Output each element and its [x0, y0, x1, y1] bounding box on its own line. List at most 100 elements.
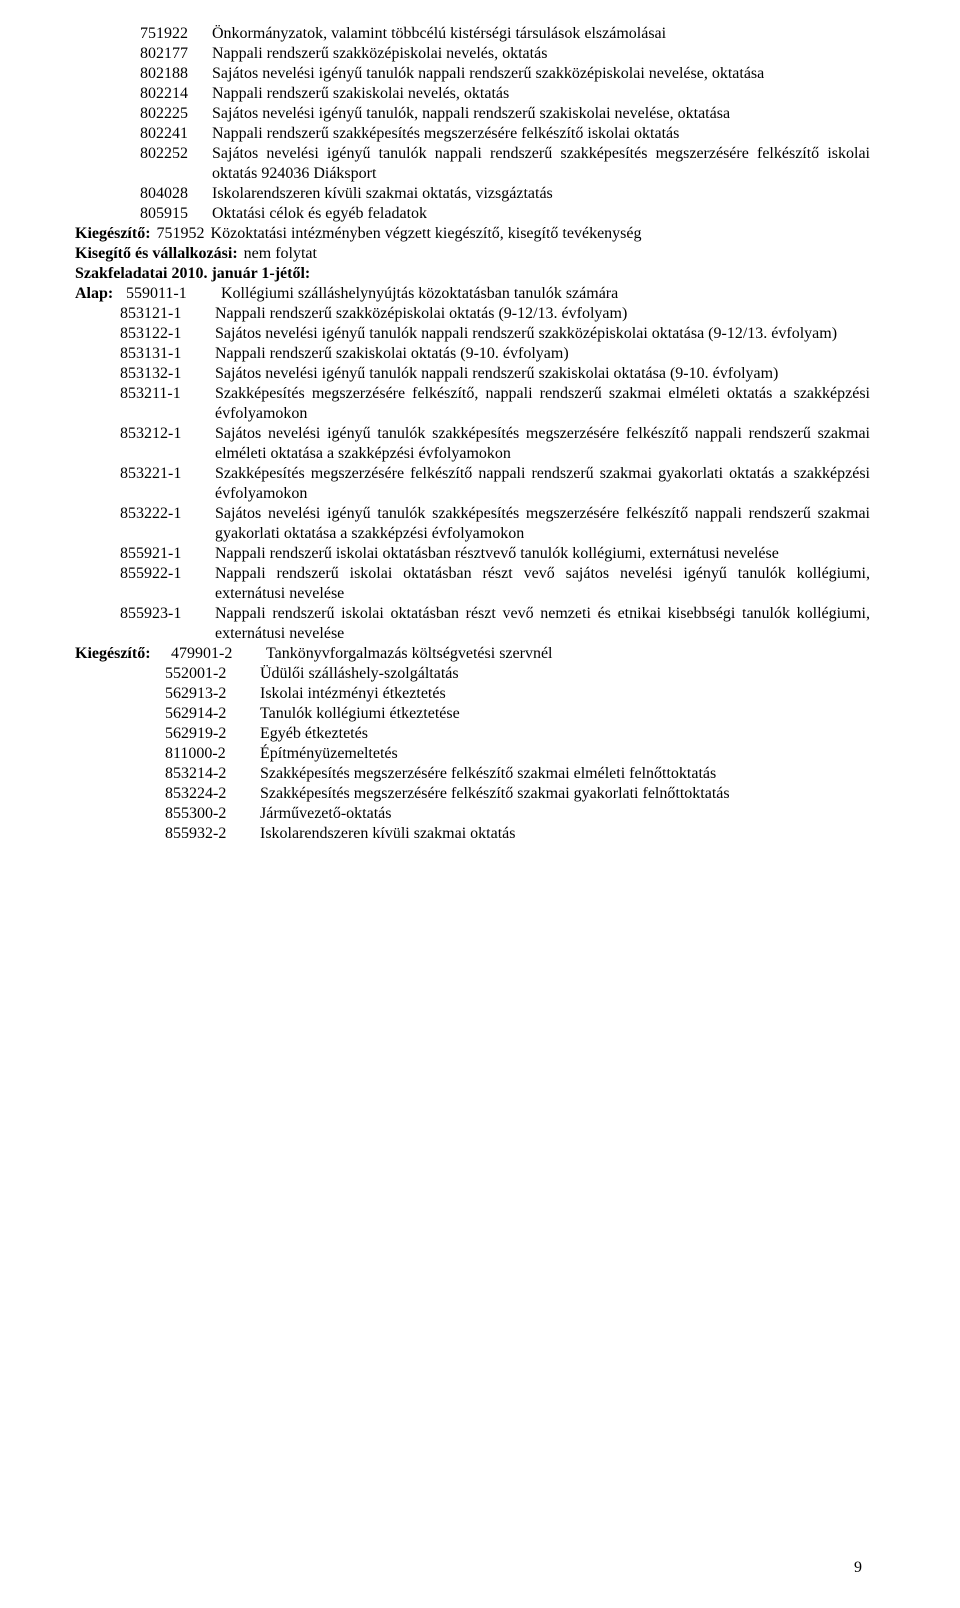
alap-first-line: Alap: 559011-1 Kollégiumi szálláshelynyú… — [75, 284, 870, 304]
list-item: 802214Nappali rendszerű szakiskolai neve… — [75, 84, 870, 104]
list-item: 562914-2Tanulók kollégiumi étkeztetése — [75, 704, 870, 724]
list-item: 804028Iskolarendszeren kívüli szakmai ok… — [75, 184, 870, 204]
list-item: 853131-1Nappali rendszerű szakiskolai ok… — [75, 344, 870, 364]
item-code: 853224-2 — [165, 784, 260, 804]
kiegeszito1-label: Kiegészítő: — [75, 224, 157, 244]
item-text: Nappali rendszerű iskolai oktatásban rés… — [215, 564, 870, 604]
list-item: 552001-2Üdülői szálláshely-szolgáltatás — [75, 664, 870, 684]
item-code: 751922 — [140, 24, 212, 44]
kieg2-list: 552001-2Üdülői szálláshely-szolgáltatás5… — [75, 664, 870, 844]
item-text: Önkormányzatok, valamint többcélú kistér… — [212, 24, 870, 44]
page-number: 9 — [854, 1558, 862, 1578]
list-item: 853122-1Sajátos nevelési igényű tanulók … — [75, 324, 870, 344]
item-text: Oktatási célok és egyéb feladatok — [212, 204, 870, 224]
kisegito-label: Kisegítő és vállalkozási: — [75, 244, 244, 264]
item-text: Sajátos nevelési igényű tanulók szakképe… — [215, 504, 870, 544]
item-text: Iskolarendszeren kívüli szakmai oktatás,… — [212, 184, 870, 204]
kiegeszito1-code: 751952 — [157, 224, 211, 244]
item-code: 853122-1 — [120, 324, 215, 344]
item-code: 562914-2 — [165, 704, 260, 724]
item-code: 853132-1 — [120, 364, 215, 384]
item-code: 562913-2 — [165, 684, 260, 704]
list-item: 853211-1Szakképesítés megszerzésére felk… — [75, 384, 870, 424]
item-code: 552001-2 — [165, 664, 260, 684]
kieg2-first-text: Tankönyvforgalmazás költségvetési szervn… — [266, 644, 870, 664]
item-text: Sajátos nevelési igényű tanulók, nappali… — [212, 104, 870, 124]
kiegeszito1-line: Kiegészítő: 751952 Közoktatási intézmény… — [75, 224, 870, 244]
block1-list: 751922Önkormányzatok, valamint többcélú … — [75, 24, 870, 224]
alap-first-code: 559011-1 — [126, 284, 221, 304]
item-text: Nappali rendszerű iskolai oktatásban rés… — [215, 544, 870, 564]
list-item: 562919-2Egyéb étkeztetés — [75, 724, 870, 744]
item-code: 804028 — [140, 184, 212, 204]
item-code: 802214 — [140, 84, 212, 104]
item-text: Iskolarendszeren kívüli szakmai oktatás — [260, 824, 870, 844]
szakfeladatai-line: Szakfeladatai 2010. január 1-jétől: — [75, 264, 870, 284]
item-code: 802241 — [140, 124, 212, 144]
item-text: Sajátos nevelési igényű tanulók nappali … — [212, 144, 870, 184]
kieg2-first-line: Kiegészítő: 479901-2 Tankönyvforgalmazás… — [75, 644, 870, 664]
list-item: 751922Önkormányzatok, valamint többcélú … — [75, 24, 870, 44]
item-text: Üdülői szálláshely-szolgáltatás — [260, 664, 870, 684]
item-code: 802252 — [140, 144, 212, 164]
item-code: 853131-1 — [120, 344, 215, 364]
list-item: 802225Sajátos nevelési igényű tanulók, n… — [75, 104, 870, 124]
item-text: Nappali rendszerű szakközépiskolai oktat… — [215, 304, 870, 324]
item-text: Nappali rendszerű szakiskolai oktatás (9… — [215, 344, 870, 364]
item-code: 853211-1 — [120, 384, 215, 404]
list-item: 802241Nappali rendszerű szakképesítés me… — [75, 124, 870, 144]
item-text: Sajátos nevelési igényű tanulók nappali … — [215, 324, 870, 344]
item-text: Nappali rendszerű iskolai oktatásban rés… — [215, 604, 870, 644]
item-code: 562919-2 — [165, 724, 260, 744]
list-item: 853121-1Nappali rendszerű szakközépiskol… — [75, 304, 870, 324]
item-code: 802188 — [140, 64, 212, 84]
list-item: 855923-1Nappali rendszerű iskolai oktatá… — [75, 604, 870, 644]
list-item: 853224-2Szakképesítés megszerzésére felk… — [75, 784, 870, 804]
page-container: 751922Önkormányzatok, valamint többcélú … — [0, 0, 960, 1608]
item-code: 853121-1 — [120, 304, 215, 324]
item-text: Sajátos nevelési igényű tanulók nappali … — [212, 64, 870, 84]
list-item: 811000-2Építményüzemeltetés — [75, 744, 870, 764]
list-item: 855921-1Nappali rendszerű iskolai oktatá… — [75, 544, 870, 564]
item-code: 855921-1 — [120, 544, 215, 564]
list-item: 853222-1Sajátos nevelési igényű tanulók … — [75, 504, 870, 544]
item-text: Szakképesítés megszerzésére felkészítő s… — [260, 764, 870, 784]
item-text: Nappali rendszerű szakiskolai nevelés, o… — [212, 84, 870, 104]
kisegito-text: nem folytat — [244, 244, 317, 264]
item-code: 853221-1 — [120, 464, 215, 484]
list-item: 802188Sajátos nevelési igényű tanulók na… — [75, 64, 870, 84]
item-text: Tanulók kollégiumi étkeztetése — [260, 704, 870, 724]
item-text: Iskolai intézményi étkeztetés — [260, 684, 870, 704]
item-code: 802225 — [140, 104, 212, 124]
item-text: Sajátos nevelési igényű tanulók szakképe… — [215, 424, 870, 464]
item-text: Nappali rendszerű szakközépiskolai nevel… — [212, 44, 870, 64]
item-code: 811000-2 — [165, 744, 260, 764]
list-item: 853214-2Szakképesítés megszerzésére felk… — [75, 764, 870, 784]
szakfeladatai-heading: Szakfeladatai 2010. január 1-jétől: — [75, 264, 310, 284]
list-item: 853132-1Sajátos nevelési igényű tanulók … — [75, 364, 870, 384]
list-item: 805915Oktatási célok és egyéb feladatok — [75, 204, 870, 224]
item-text: Járművezető-oktatás — [260, 804, 870, 824]
item-text: Szakképesítés megszerzésére felkészítő n… — [215, 464, 870, 504]
item-text: Nappali rendszerű szakképesítés megszerz… — [212, 124, 870, 144]
item-code: 855300-2 — [165, 804, 260, 824]
item-text: Szakképesítés megszerzésére felkészítő s… — [260, 784, 870, 804]
item-code: 855922-1 — [120, 564, 215, 584]
list-item: 802177Nappali rendszerű szakközépiskolai… — [75, 44, 870, 64]
list-item: 853212-1Sajátos nevelési igényű tanulók … — [75, 424, 870, 464]
list-item: 855932-2Iskolarendszeren kívüli szakmai … — [75, 824, 870, 844]
alap-first-text: Kollégiumi szálláshelynyújtás közoktatás… — [221, 284, 870, 304]
item-code: 855923-1 — [120, 604, 215, 624]
kiegeszito1-text: Közoktatási intézményben végzett kiegész… — [211, 224, 642, 244]
item-text: Építményüzemeltetés — [260, 744, 870, 764]
item-code: 805915 — [140, 204, 212, 224]
list-item: 562913-2Iskolai intézményi étkeztetés — [75, 684, 870, 704]
item-text: Sajátos nevelési igényű tanulók nappali … — [215, 364, 870, 384]
item-code: 853212-1 — [120, 424, 215, 444]
list-item: 802252Sajátos nevelési igényű tanulók na… — [75, 144, 870, 184]
item-code: 853222-1 — [120, 504, 215, 524]
alap-list: 853121-1Nappali rendszerű szakközépiskol… — [75, 304, 870, 644]
kisegito-line: Kisegítő és vállalkozási: nem folytat — [75, 244, 870, 264]
list-item: 855922-1Nappali rendszerű iskolai oktatá… — [75, 564, 870, 604]
item-code: 855932-2 — [165, 824, 260, 844]
